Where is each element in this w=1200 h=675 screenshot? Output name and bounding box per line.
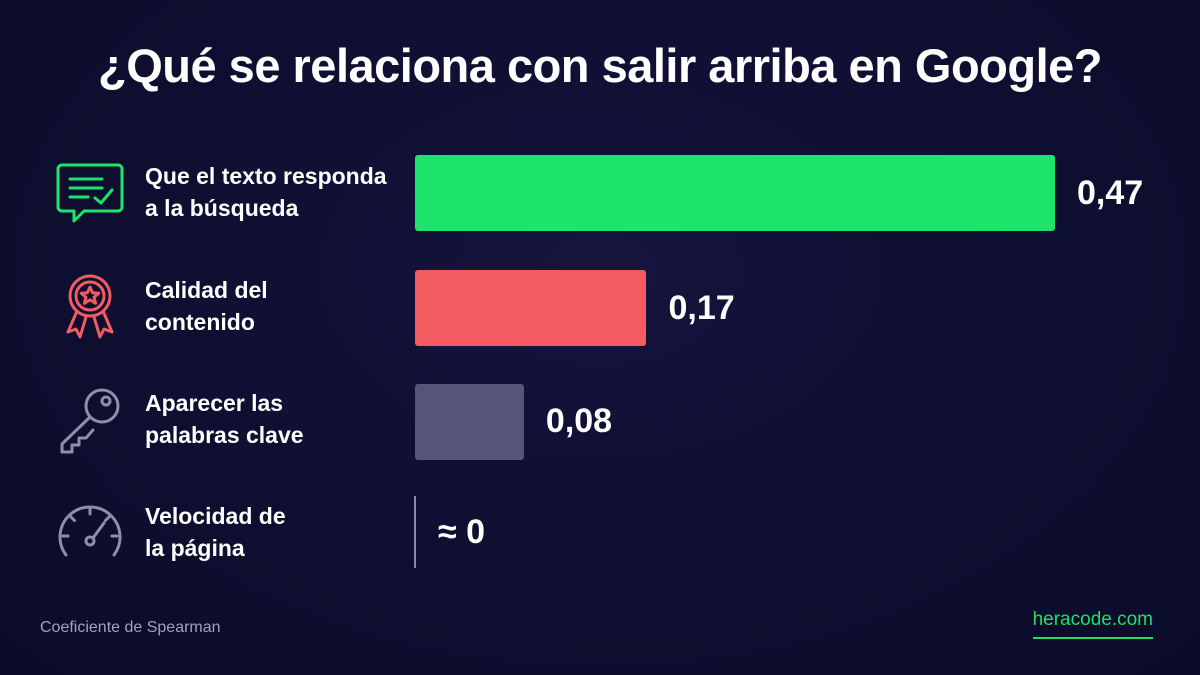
bar-aparecer-palabras-clave <box>415 384 524 460</box>
category-label-line: Aparecer las <box>145 390 284 416</box>
category-label-line: Que el texto responda <box>145 163 387 189</box>
brand-link[interactable]: heracode.com <box>1032 609 1153 639</box>
bar-velocidad-de-la-pagina <box>414 496 416 568</box>
category-label-line: la página <box>145 535 245 561</box>
chat-check-icon <box>52 157 128 233</box>
key-icon <box>52 382 128 458</box>
footer-note: Coeficiente de Spearman <box>40 619 221 636</box>
category-label-line: Velocidad de <box>145 503 286 529</box>
value-label-2: 0,17 <box>668 289 735 327</box>
value-label-1: 0,47 <box>1077 174 1144 212</box>
value-label-4: ≈ 0 <box>438 513 486 551</box>
category-label-line: palabras clave <box>145 422 304 448</box>
award-ribbon-icon <box>52 268 128 344</box>
category-label-2: Calidad del contenido <box>145 274 410 338</box>
category-label-line: a la búsqueda <box>145 195 299 221</box>
bar-calidad-del-contenido <box>415 270 647 346</box>
category-label-3: Aparecer las palabras clave <box>145 387 410 451</box>
category-label-4: Velocidad de la página <box>145 500 410 564</box>
chart-title: ¿Qué se relaciona con salir arriba en Go… <box>98 39 1103 92</box>
bar-que-el-texto-responda <box>415 155 1055 231</box>
category-label-1: Que el texto responda a la búsqueda <box>145 160 410 224</box>
category-label-line: Calidad del <box>145 277 268 303</box>
value-label-3: 0,08 <box>545 402 613 440</box>
category-label-line: contenido <box>145 309 255 335</box>
speedometer-icon <box>52 497 128 573</box>
